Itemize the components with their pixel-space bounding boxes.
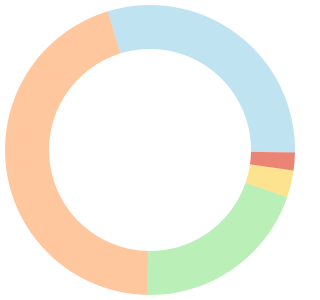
slice	[5, 11, 149, 295]
slice	[147, 182, 288, 295]
slice	[245, 164, 294, 198]
slice	[249, 151, 295, 171]
slice	[107, 4, 295, 153]
chart	[5, 4, 295, 295]
